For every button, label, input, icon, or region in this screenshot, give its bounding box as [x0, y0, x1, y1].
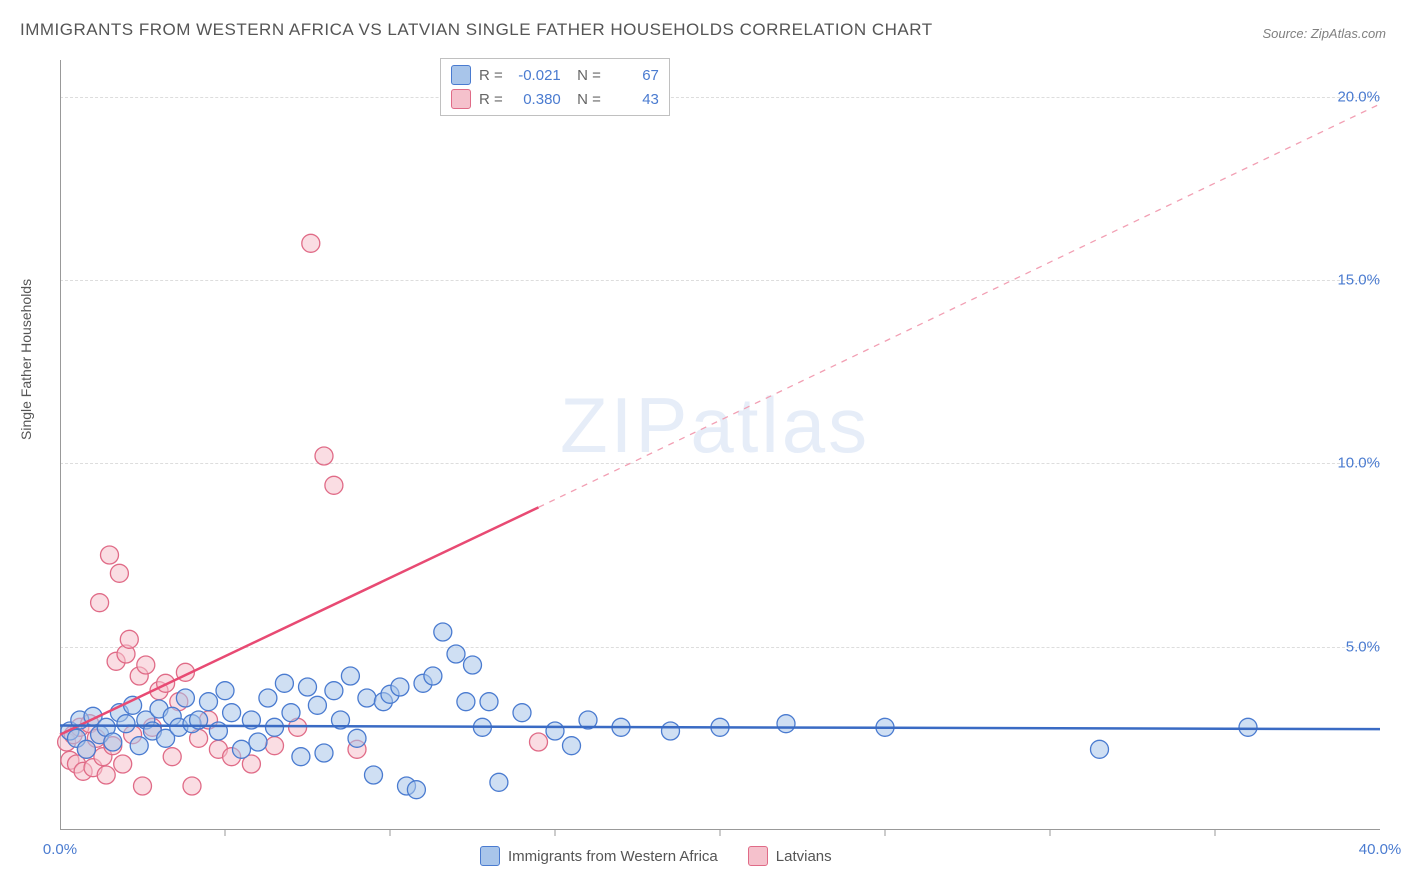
scatter-point-pink — [302, 234, 320, 252]
scatter-point-blue — [662, 722, 680, 740]
scatter-point-blue — [457, 693, 475, 711]
y-axis-label: Single Father Households — [18, 279, 34, 440]
scatter-point-blue — [275, 674, 293, 692]
x-tick-label: 0.0% — [43, 841, 77, 858]
legend-row-pink: R = 0.380 N = 43 — [451, 87, 659, 111]
scatter-point-blue — [464, 656, 482, 674]
legend-n-value-blue: 67 — [609, 67, 659, 84]
scatter-point-pink — [183, 777, 201, 795]
scatter-point-blue — [546, 722, 564, 740]
scatter-point-blue — [176, 689, 194, 707]
scatter-point-blue — [513, 704, 531, 722]
legend-item: Latvians — [748, 846, 832, 866]
scatter-point-blue — [233, 740, 251, 758]
scatter-point-pink — [101, 546, 119, 564]
legend-r-label: R = — [479, 67, 503, 84]
legend-swatch — [480, 846, 500, 866]
scatter-point-pink — [134, 777, 152, 795]
legend-swatch-blue — [451, 65, 471, 85]
scatter-point-blue — [391, 678, 409, 696]
scatter-point-blue — [117, 715, 135, 733]
scatter-point-blue — [348, 729, 366, 747]
scatter-point-pink — [266, 737, 284, 755]
scatter-point-pink — [530, 733, 548, 751]
scatter-point-blue — [282, 704, 300, 722]
scatter-point-pink — [325, 476, 343, 494]
scatter-point-pink — [97, 766, 115, 784]
scatter-point-pink — [110, 564, 128, 582]
scatter-point-blue — [223, 704, 241, 722]
scatter-point-blue — [447, 645, 465, 663]
scatter-point-blue — [216, 682, 234, 700]
legend-row-blue: R = -0.021 N = 67 — [451, 63, 659, 87]
legend-item: Immigrants from Western Africa — [480, 846, 718, 866]
scatter-point-blue — [480, 693, 498, 711]
scatter-point-blue — [777, 715, 795, 733]
scatter-point-blue — [130, 737, 148, 755]
scatter-point-blue — [341, 667, 359, 685]
x-tick-label: 40.0% — [1359, 841, 1402, 858]
legend-r-label: R = — [479, 91, 503, 108]
scatter-point-pink — [315, 447, 333, 465]
legend-n-value-pink: 43 — [609, 91, 659, 108]
chart-title: IMMIGRANTS FROM WESTERN AFRICA VS LATVIA… — [20, 20, 933, 40]
scatter-point-blue — [308, 696, 326, 714]
legend-n-label: N = — [569, 67, 601, 84]
scatter-point-blue — [325, 682, 343, 700]
correlation-legend: R = -0.021 N = 67 R = 0.380 N = 43 — [440, 58, 670, 116]
scatter-point-blue — [292, 748, 310, 766]
scatter-point-blue — [1091, 740, 1109, 758]
scatter-point-blue — [563, 737, 581, 755]
source-attribution: Source: ZipAtlas.com — [1262, 26, 1386, 41]
trend-line — [539, 104, 1381, 507]
scatter-point-pink — [91, 594, 109, 612]
legend-swatch — [748, 846, 768, 866]
series-legend: Immigrants from Western Africa Latvians — [480, 846, 832, 866]
scatter-point-pink — [163, 748, 181, 766]
scatter-point-blue — [299, 678, 317, 696]
scatter-point-blue — [315, 744, 333, 762]
scatter-point-blue — [200, 693, 218, 711]
scatter-point-blue — [104, 733, 122, 751]
scatter-point-blue — [490, 773, 508, 791]
scatter-point-blue — [1239, 718, 1257, 736]
scatter-point-blue — [249, 733, 267, 751]
scatter-point-blue — [358, 689, 376, 707]
scatter-point-blue — [407, 781, 425, 799]
legend-label: Immigrants from Western Africa — [508, 848, 718, 865]
chart-svg — [60, 60, 1380, 830]
scatter-point-blue — [434, 623, 452, 641]
scatter-point-pink — [114, 755, 132, 773]
scatter-point-pink — [137, 656, 155, 674]
legend-swatch-pink — [451, 89, 471, 109]
legend-n-label: N = — [569, 91, 601, 108]
scatter-point-blue — [424, 667, 442, 685]
scatter-point-pink — [120, 630, 138, 648]
legend-label: Latvians — [776, 848, 832, 865]
scatter-point-blue — [365, 766, 383, 784]
legend-r-value-pink: 0.380 — [511, 91, 561, 108]
scatter-point-blue — [77, 740, 95, 758]
scatter-point-blue — [259, 689, 277, 707]
legend-r-value-blue: -0.021 — [511, 67, 561, 84]
